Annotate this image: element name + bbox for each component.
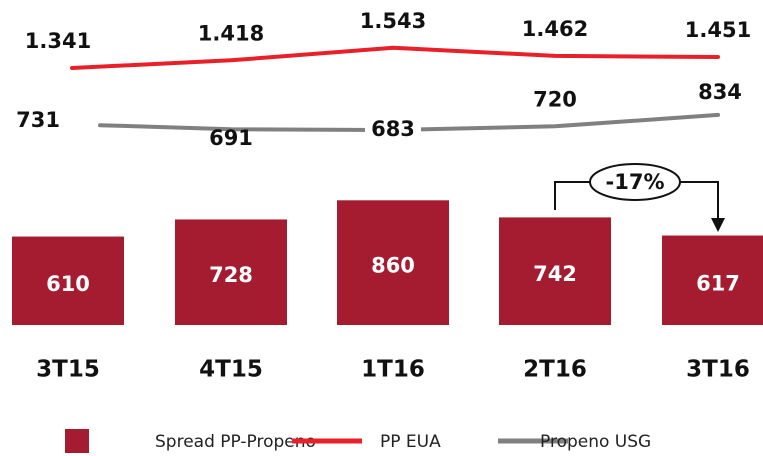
bar [12,236,124,325]
bar [337,200,449,325]
legend-swatch [65,429,89,453]
line-value-label: 731 [16,108,60,132]
annotation-arrowhead [711,218,725,232]
x-tick-label: 2T16 [523,357,587,383]
line-value-label: 1.418 [198,21,264,45]
bar [662,235,763,325]
x-tick-label: 1T16 [361,357,425,383]
line-value-label: 1.341 [25,29,91,53]
x-tick-label: 3T16 [686,357,750,383]
annotation-text: -17% [606,170,665,194]
line-value-label: 683 [371,117,415,141]
legend-label: Propeno USG [540,432,651,452]
annotation-ellipse [589,163,681,201]
bar-value-label: 860 [371,254,415,278]
x-tick-label: 3T15 [36,357,100,383]
x-tick-label: 4T15 [199,357,263,383]
bar-value-label: 742 [533,262,577,286]
line-value-label: 1.451 [685,18,751,42]
legend-label: Spread PP-Propeno [155,432,316,452]
line-value-label: 691 [209,126,253,150]
line-series [70,45,720,70]
bar-value-label: 728 [209,263,253,287]
bar [499,217,611,325]
line-value-label: 834 [698,80,742,104]
legend-label: PP EUA [380,432,441,452]
bar-value-label: 617 [696,271,740,295]
bar-value-label: 610 [46,272,90,296]
annotation-bracket [554,181,719,222]
line-value-label: 1.543 [360,9,426,33]
bar [175,219,287,325]
label-background [365,118,421,142]
line-value-label: 720 [533,87,577,111]
line-value-label: 1.462 [522,17,588,41]
